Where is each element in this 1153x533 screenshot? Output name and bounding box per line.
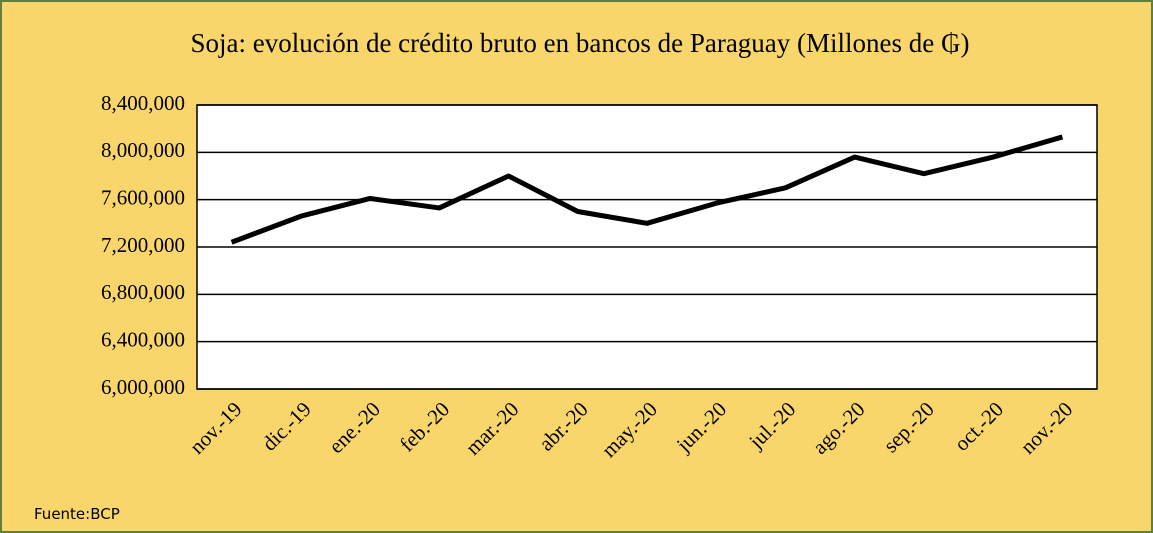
y-tick-label: 6,800,000 bbox=[101, 280, 185, 304]
y-tick-label: 6,400,000 bbox=[101, 327, 185, 351]
x-tick-label: jun.-20 bbox=[671, 397, 731, 457]
x-tick-label: abr.-20 bbox=[534, 397, 593, 456]
x-tick-label: sep.-20 bbox=[879, 397, 939, 457]
data-line bbox=[230, 134, 1064, 245]
y-tick-label: 6,000,000 bbox=[101, 375, 185, 399]
x-tick-label: mar.-20 bbox=[461, 397, 524, 460]
y-tick-label: 8,400,000 bbox=[101, 91, 185, 115]
x-tick-label: feb.-20 bbox=[395, 397, 454, 456]
x-tick-label: nov.-20 bbox=[1016, 397, 1078, 459]
y-tick-label: 7,200,000 bbox=[101, 233, 185, 257]
x-tick-label: nov.-19 bbox=[185, 397, 247, 459]
y-tick-label: 8,000,000 bbox=[101, 138, 185, 162]
source-note: Fuente:BCP bbox=[34, 505, 120, 523]
x-tick-label: ago.-20 bbox=[808, 397, 870, 459]
x-tick-label: may.-20 bbox=[597, 397, 662, 462]
x-tick-label: jul.-20 bbox=[744, 397, 801, 454]
x-tick-label: oct.-20 bbox=[949, 397, 1008, 456]
x-tick-label: dic.-19 bbox=[257, 397, 316, 456]
x-tick-label: ene.-20 bbox=[324, 397, 385, 458]
y-tick-label: 7,600,000 bbox=[101, 185, 185, 209]
chart-title: Soja: evolución de crédito bruto en banc… bbox=[190, 28, 970, 58]
